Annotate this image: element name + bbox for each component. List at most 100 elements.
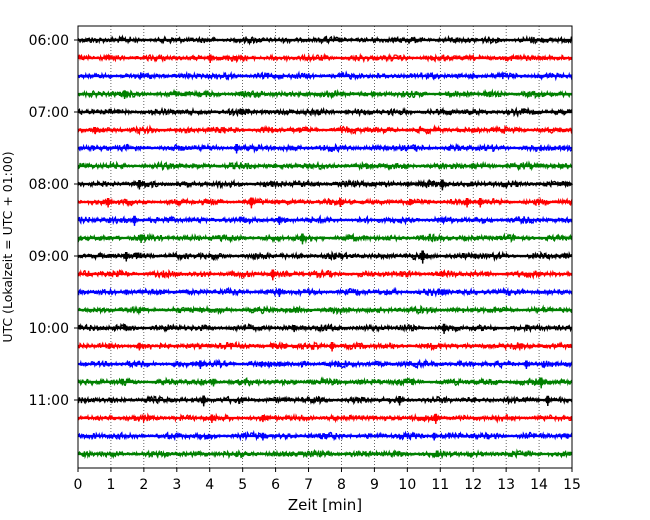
seismic-event-spike xyxy=(137,234,147,243)
seismogram-trace xyxy=(77,286,573,298)
seismic-event-spike xyxy=(298,233,309,245)
seismic-event-spike xyxy=(135,180,146,190)
seismic-event-spike xyxy=(562,252,572,259)
seismogram-trace xyxy=(77,429,573,442)
seismic-event-spike xyxy=(233,144,243,154)
seismic-event-spike xyxy=(544,395,554,406)
seismic-event-spike xyxy=(419,181,429,188)
seismic-event-spike xyxy=(481,91,491,98)
seismic-event-spike xyxy=(122,325,132,332)
seismic-event-spike xyxy=(210,378,220,387)
plot-frame xyxy=(77,25,573,469)
x-axis-label: Zeit [min] xyxy=(288,496,362,514)
seismogram-traces xyxy=(77,34,574,460)
seismic-event-spike xyxy=(135,342,146,351)
seismogram-trace xyxy=(77,142,573,154)
seismic-event-spike xyxy=(259,415,269,423)
y-tick-label: 09:00 xyxy=(29,249,69,265)
y-tick-label: 11:00 xyxy=(29,393,69,409)
seismic-event-spike xyxy=(259,432,269,441)
seismic-event-spike xyxy=(356,378,366,385)
seismic-event-spike xyxy=(432,413,442,424)
seismic-event-spike xyxy=(275,288,285,297)
y-axis: 06:00 07:00 08:00 09:00 10:00 11:00 xyxy=(29,33,78,409)
x-tick-label: 7 xyxy=(304,477,313,493)
y-tick-label: 06:00 xyxy=(29,33,69,49)
x-tick-label: 10 xyxy=(398,477,416,493)
seismic-event-spike xyxy=(275,216,285,225)
seismogram-trace xyxy=(77,412,573,424)
seismogram-trace xyxy=(77,52,573,64)
seismogram-trace xyxy=(77,196,573,209)
seismic-event-spike xyxy=(438,289,449,296)
seismic-event-spike xyxy=(463,198,473,208)
seismic-event-spike xyxy=(382,145,392,151)
seismic-event-spike xyxy=(269,269,279,281)
seismic-event-spike xyxy=(122,252,132,262)
seismic-event-spike xyxy=(280,342,290,349)
seismic-event-spike xyxy=(537,55,547,62)
seismic-event-spike xyxy=(537,377,547,389)
seismogram-trace xyxy=(77,160,572,172)
seismic-event-spike xyxy=(200,395,210,407)
seismic-event-spike xyxy=(198,306,208,313)
seismic-event-spike xyxy=(564,180,574,187)
x-axis: 0 1 2 3 4 5 6 7 8 9 10 11 12 13 14 15 xyxy=(74,468,581,493)
x-tick-label: 12 xyxy=(464,477,482,493)
y-tick-label: 07:00 xyxy=(29,105,69,121)
seismogram-trace xyxy=(77,214,573,226)
seismogram-trace xyxy=(77,394,573,407)
x-tick-label: 14 xyxy=(530,477,548,493)
x-tick-label: 8 xyxy=(337,477,346,493)
seismogram-trace xyxy=(77,70,573,82)
seismic-event-spike xyxy=(516,343,526,350)
seismogram-trace xyxy=(77,88,573,100)
x-tick-label: 6 xyxy=(271,477,280,493)
seismic-event-spike xyxy=(396,396,406,406)
seismic-event-spike xyxy=(336,198,346,207)
x-tick-label: 13 xyxy=(497,477,515,493)
seismogram-trace xyxy=(77,250,573,264)
seismic-event-spike xyxy=(104,198,114,208)
seismic-event-spike xyxy=(440,323,450,334)
seismogram-trace xyxy=(77,232,573,245)
seismic-event-spike xyxy=(196,360,206,369)
seismic-event-spike xyxy=(438,179,449,191)
x-tick-label: 15 xyxy=(563,477,581,493)
seismogram-trace xyxy=(77,340,573,352)
seismic-event-spike xyxy=(471,253,481,260)
seismogram-trace xyxy=(77,124,573,136)
seismic-event-spike xyxy=(438,270,448,277)
seismic-event-spike xyxy=(522,360,532,369)
seismic-event-spike xyxy=(468,163,478,170)
seismogram-trace xyxy=(77,178,574,191)
seismic-event-spike xyxy=(328,342,338,352)
seismic-event-spike xyxy=(468,73,478,80)
seismic-event-spike xyxy=(247,197,258,209)
y-tick-label: 08:00 xyxy=(29,177,69,193)
seismic-event-spike xyxy=(557,163,567,169)
seismic-event-spike xyxy=(231,54,241,61)
seismogram-trace xyxy=(78,304,573,316)
seismogram-trace xyxy=(77,106,573,118)
x-tick-label: 4 xyxy=(205,477,214,493)
seismic-event-spike xyxy=(290,325,300,333)
seismic-event-spike xyxy=(404,181,414,188)
seismogram-trace xyxy=(77,268,573,281)
x-tick-label: 2 xyxy=(139,477,148,493)
x-tick-label: 3 xyxy=(172,477,181,493)
seismic-event-spike xyxy=(206,54,216,64)
seismic-event-spike xyxy=(389,36,399,43)
seismic-event-spike xyxy=(476,198,486,208)
seismic-event-spike xyxy=(430,432,440,441)
seismic-event-spike xyxy=(336,37,346,44)
seismogram-trace xyxy=(77,358,573,370)
seismic-event-spike xyxy=(208,414,218,423)
seismic-event-spike xyxy=(91,127,101,135)
seismic-event-spike xyxy=(343,109,353,116)
seismogram-trace xyxy=(77,322,573,334)
seismic-event-spike xyxy=(287,145,297,151)
x-tick-label: 1 xyxy=(106,477,115,493)
x-tick-label: 0 xyxy=(74,477,83,493)
